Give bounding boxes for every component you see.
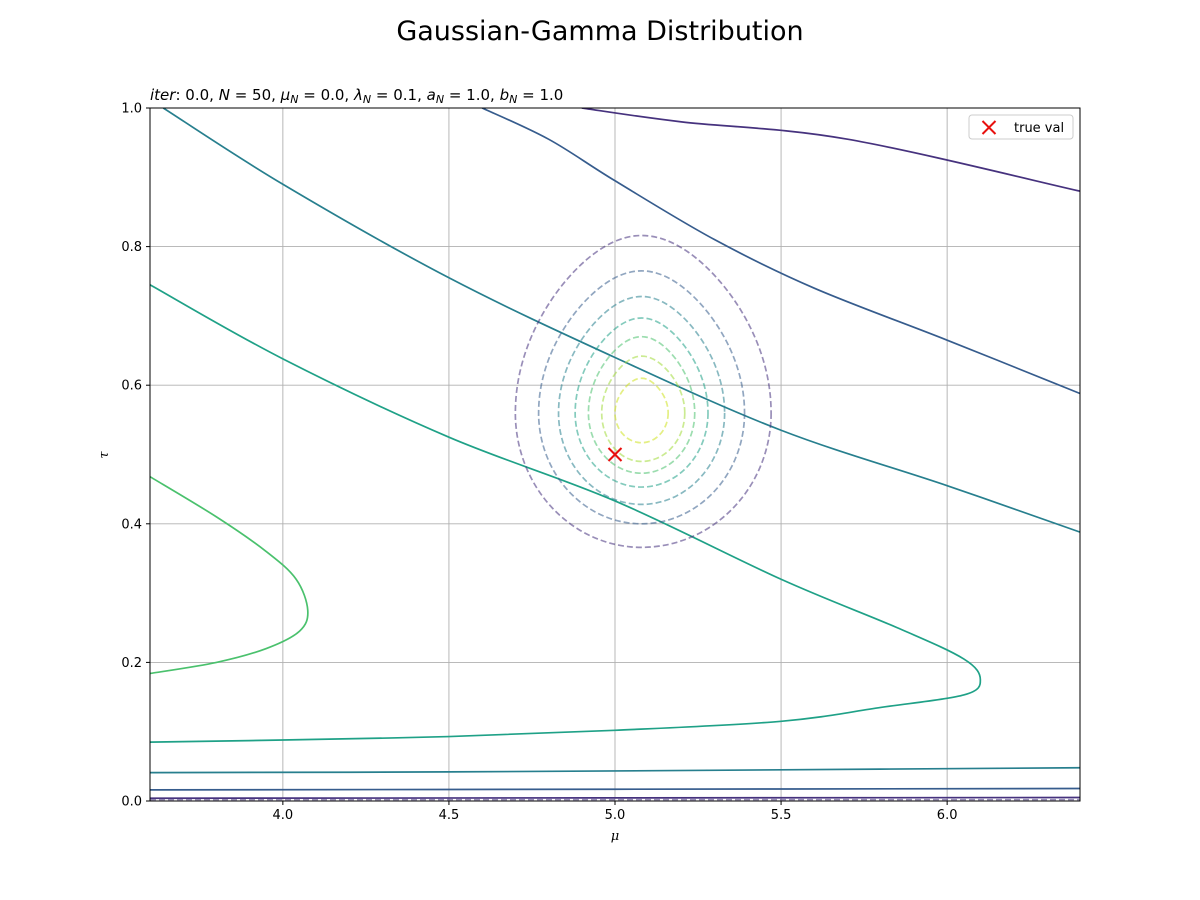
prior-contour-line-4: [150, 475, 309, 675]
y-tick-label-2: 0.4: [121, 517, 142, 532]
prior-contours: [150, 108, 1080, 800]
x-tick-label-2: 5.0: [605, 808, 626, 823]
prior-contour-line-6: [150, 787, 1080, 791]
y-tick-label-5: 1.0: [121, 102, 142, 117]
x-tick-label-0: 4.0: [273, 808, 294, 823]
prior-contour-line-2: [162, 108, 1080, 533]
legend-label-true-val: true val: [1014, 121, 1064, 136]
x-tick-label-4: 6.0: [937, 808, 958, 823]
x-axis-label: μ: [611, 829, 619, 844]
posterior-contour-ring-1: [537, 270, 746, 525]
legend-x-icon: [981, 120, 997, 135]
posterior-contour-ring-4: [587, 335, 696, 475]
y-tick-label-4: 0.8: [121, 240, 142, 255]
posterior-contour-ring-3: [574, 317, 709, 488]
prior-contour-line-3: [150, 283, 982, 743]
posterior-contour-ring-5: [600, 355, 686, 463]
prior-contour-line-5: [150, 766, 1080, 774]
posterior-contour-ring-6: [614, 377, 669, 444]
axes-title: iter: 0.0, N = 50, μN = 0.0, λN = 0.1, a…: [150, 86, 563, 106]
y-tick-label-0: 0.0: [121, 795, 142, 810]
y-axis-label: τ: [97, 451, 112, 459]
x-tick-label-3: 5.5: [771, 808, 792, 823]
prior-contour-line-1: [481, 108, 1080, 395]
true-value-marker: [607, 447, 623, 462]
y-tick-label-3: 0.6: [121, 379, 142, 394]
posterior-contour-ring-2: [557, 295, 726, 506]
figure-suptitle: Gaussian-Gamma Distribution: [396, 16, 803, 47]
posterior-contours: [150, 234, 1080, 801]
y-axis-ticks: 0.0 0.2 0.4 0.6 0.8 1.0: [121, 102, 150, 810]
true-value-x-icon: [607, 447, 623, 462]
posterior-contour-ring-0: [514, 234, 772, 549]
legend-marker-x-icon: [981, 120, 997, 135]
x-tick-label-1: 4.5: [439, 808, 460, 823]
x-axis-ticks: 4.0 4.5 5.0 5.5 6.0: [273, 801, 958, 823]
y-tick-label-1: 0.2: [121, 656, 142, 671]
prior-contour-line-7: [150, 796, 1080, 800]
prior-contour-line-0: [581, 108, 1080, 192]
legend: true val: [968, 114, 1074, 140]
